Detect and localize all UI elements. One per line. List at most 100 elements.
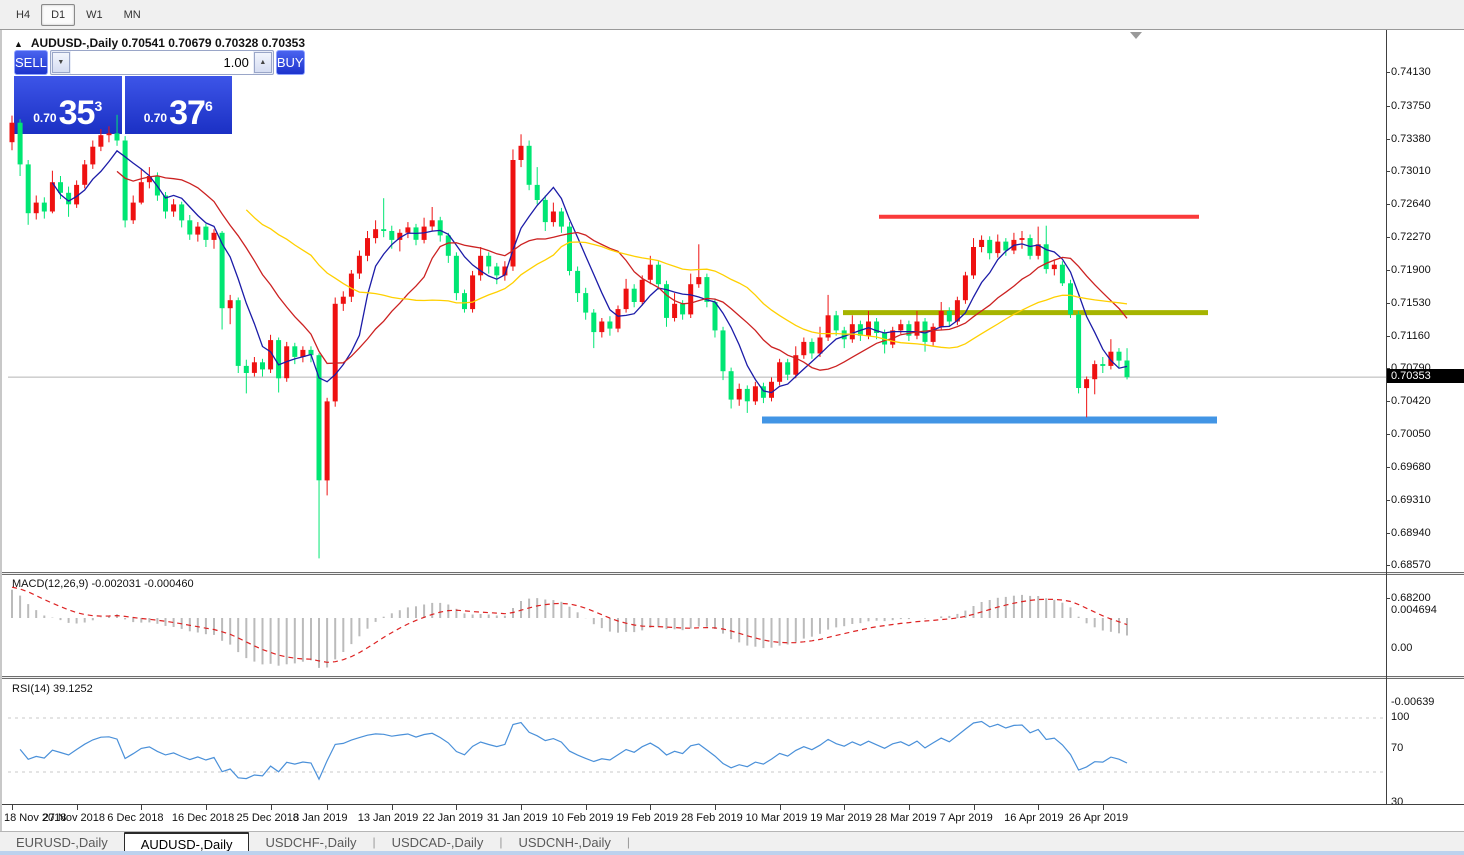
date-label: 22 Jan 2019 [422,812,483,824]
tab-separator: | [626,835,631,849]
price-axis-label: 0.70050 [1391,428,1431,441]
sell-price-sup: 3 [94,98,103,114]
buy-price-sup: 6 [204,98,213,114]
chart-symbol-label: AUDUSD-,Daily [30,36,119,50]
buy-price-box[interactable]: 0.70 37 6 [124,76,232,134]
window-bottom-border [0,851,1464,855]
date-label: 10 Mar 2019 [745,812,808,824]
date-label: 26 Apr 2019 [1068,812,1129,824]
price-chart-pane[interactable] [2,31,1386,572]
chart-tab-usdcad[interactable]: USDCAD-,Daily [391,835,484,850]
axis-tick [1386,269,1390,271]
date-tick [779,805,781,810]
sell-button[interactable]: SELL [14,50,48,75]
pane-separator[interactable] [2,572,1464,575]
symbol-triangle-icon: ▲ [14,39,23,49]
chart-tab-usdchf[interactable]: USDCHF-,Daily [265,835,357,850]
price-axis-label: 0.74130 [1391,66,1431,78]
price-axis-label: 0.71530 [1391,296,1431,309]
date-label: 7 Apr 2019 [939,812,993,824]
date-tick [141,805,143,810]
chart-ohlc-values: 0.70541 0.70679 0.70328 0.70353 [121,36,306,50]
chart-workspace: ▲ AUDUSD-,Daily 0.70541 0.70679 0.70328 … [0,30,1464,834]
price-axis-label: 0.69680 [1391,460,1431,473]
macd-axis-label: 0.004694 [1391,604,1437,616]
price-axis-label: 0.73380 [1391,132,1431,145]
date-tick [327,805,329,810]
pane-separator[interactable] [2,676,1464,679]
price-axis-label: 0.71900 [1391,263,1431,276]
buy-price-prefix: 0.70 [143,111,168,125]
price-axis-label: 0.69310 [1391,493,1431,506]
date-tick [12,805,13,810]
rsi-indicator-pane[interactable] [2,679,1386,804]
date-label: 28 Mar 2019 [874,812,937,824]
date-tick [270,805,272,810]
timeframe-tab-mn[interactable]: MN [113,3,151,26]
buy-button-label: BUY [276,55,304,70]
timeframe-tab-w1[interactable]: W1 [76,3,113,26]
chart-tab-audusd[interactable]: AUDUSD-,Daily [123,832,250,855]
price-axis-border [1386,30,1387,804]
chart-tab-usdcnh[interactable]: USDCNH-,Daily [518,835,611,850]
date-tick [844,805,846,810]
date-label: 13 Jan 2019 [357,812,419,824]
date-label: 19 Feb 2019 [616,812,679,824]
rsi-axis-label: 100 [1391,711,1410,723]
spin-up-icon: ▲ [259,59,267,66]
macd-label: MACD(12,26,9) -0.002031 -0.000460 [12,578,194,590]
macd-indicator-pane[interactable] [2,575,1386,676]
sell-price-prefix: 0.70 [33,111,57,125]
volume-input[interactable] [70,51,253,74]
axis-tick [1386,401,1390,403]
sell-price-box[interactable]: 0.70 35 3 [14,76,122,134]
buy-button[interactable]: BUY [275,50,305,75]
date-label: 16 Apr 2019 [1004,812,1064,824]
price-axis-label: 0.68570 [1391,559,1431,572]
date-tick [1102,805,1104,810]
rsi-axis-label: 70 [1391,742,1404,754]
date-label: 18 Nov 2018 [4,812,67,824]
date-label: 3 Jan 2019 [293,812,348,824]
date-tick [585,805,587,810]
axis-tick [1386,171,1390,173]
date-label: 16 Dec 2018 [171,812,235,824]
volume-increase-button[interactable]: ▲ [253,52,272,73]
date-label: 31 Jan 2019 [487,812,548,824]
rsi-label: RSI(14) 39.1252 [12,683,93,695]
date-tick [1038,805,1040,810]
current-price-tag: 0.70353 [1387,369,1464,383]
axis-tick [1386,302,1390,304]
axis-tick [1386,72,1390,73]
date-tick [714,805,716,810]
chart-title: ▲ AUDUSD-,Daily 0.70541 0.70679 0.70328 … [14,36,305,50]
macd-axis-label: -0.00639 [1391,696,1435,708]
spin-down-icon: ▼ [57,59,65,66]
date-tick [521,805,523,810]
volume-decrease-button[interactable]: ▼ [51,52,70,73]
price-axis-label: 0.71160 [1391,329,1430,342]
chart-tab-eurusd[interactable]: EURUSD-,Daily [16,835,108,850]
axis-tick [1386,499,1390,501]
timeframe-tab-d1[interactable]: D1 [41,3,76,26]
axis-tick [1386,335,1390,337]
date-tick [908,805,910,810]
price-axis-label: 0.73750 [1391,99,1431,112]
macd-axis-label: 0.00 [1391,642,1413,654]
price-axis-label: 0.70420 [1391,395,1431,408]
axis-tick [1386,434,1390,436]
timeframe-tab-h4[interactable]: H4 [6,3,41,26]
axis-tick [1386,138,1390,140]
rsi-value: 39.1252 [52,683,93,695]
macd-values: -0.002031 -0.000460 [91,578,194,590]
chart-scroll-marker-icon[interactable] [1130,32,1142,39]
price-axis-label: 0.68940 [1391,526,1431,539]
axis-tick [1386,598,1390,600]
date-label: 25 Dec 2018 [236,812,299,824]
date-label: 10 Feb 2019 [551,812,614,824]
date-tick [76,805,78,810]
axis-tick [1386,532,1390,534]
date-label: 19 Mar 2019 [810,812,872,824]
axis-tick [1386,105,1390,107]
volume-box: ▼ ▲ [49,50,274,75]
